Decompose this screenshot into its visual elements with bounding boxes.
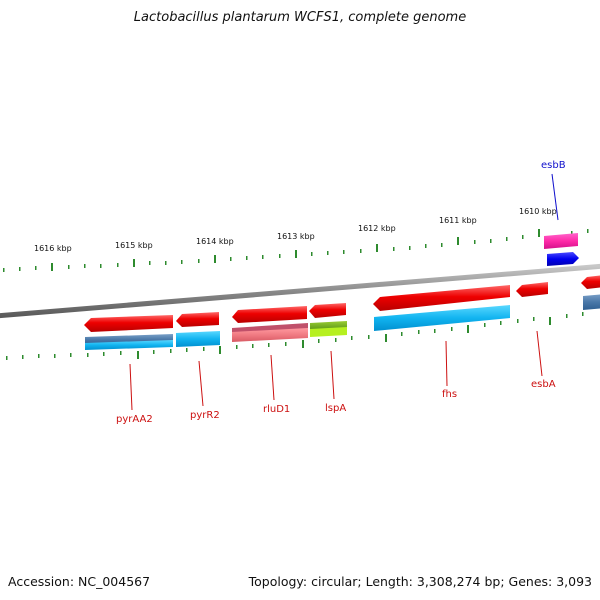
ruler-label-1610: 1610 kbp [519, 207, 557, 216]
cds-box[interactable] [374, 305, 510, 331]
gene-arrow[interactable] [176, 312, 219, 327]
gene-label-esbB[interactable]: esbB [541, 160, 566, 171]
cds-box[interactable] [232, 328, 308, 342]
accession-text: Accession: NC_004567 [8, 574, 151, 589]
outer-ruler: 1616 kbp 1615 kbp 1614 kbp 1613 kbp 1612… [3, 207, 589, 272]
gene-arrow[interactable] [373, 285, 510, 311]
cds-box[interactable] [583, 294, 600, 310]
map-title: Lactobacillus plantarum WCFS1, complete … [133, 10, 467, 25]
cds-box[interactable] [176, 331, 220, 347]
outer-minor-ticks [3, 229, 589, 272]
gene-arrow[interactable] [232, 306, 307, 323]
genome-backbone [0, 263, 600, 319]
ruler-label-1613: 1613 kbp [277, 232, 315, 241]
gene-label-esbA[interactable]: esbA [531, 379, 556, 390]
gene-features[interactable] [84, 233, 600, 350]
gene-arrow[interactable] [309, 303, 346, 318]
inner-ruler [6, 312, 584, 360]
cds-box[interactable] [85, 340, 173, 350]
ruler-label-1616: 1616 kbp [34, 244, 72, 253]
gene-arrow[interactable] [547, 252, 579, 266]
gene-arrow[interactable] [581, 275, 600, 289]
gene-label-pyrAA2[interactable]: pyrAA2 [116, 414, 153, 425]
gene-label-lspA[interactable]: lspA [325, 403, 346, 414]
gene-arrow[interactable] [544, 233, 578, 249]
ruler-label-1612: 1612 kbp [358, 224, 396, 233]
gene-label-rluD1[interactable]: rluD1 [263, 404, 290, 415]
ruler-label-1611: 1611 kbp [439, 216, 477, 225]
gene-arrow[interactable] [516, 282, 548, 297]
gene-arrow[interactable] [84, 315, 173, 332]
ruler-label-1615: 1615 kbp [115, 241, 153, 250]
cds-box[interactable] [310, 327, 347, 337]
gene-label-pyrR2[interactable]: pyrR2 [190, 410, 220, 421]
genome-summary-text: Topology: circular; Length: 3,308,274 bp… [248, 574, 592, 589]
ruler-label-1614: 1614 kbp [196, 237, 234, 246]
outer-major-ticks [51, 229, 540, 271]
label-leaders [129, 173, 559, 411]
gene-label-fhs[interactable]: fhs [442, 389, 457, 400]
